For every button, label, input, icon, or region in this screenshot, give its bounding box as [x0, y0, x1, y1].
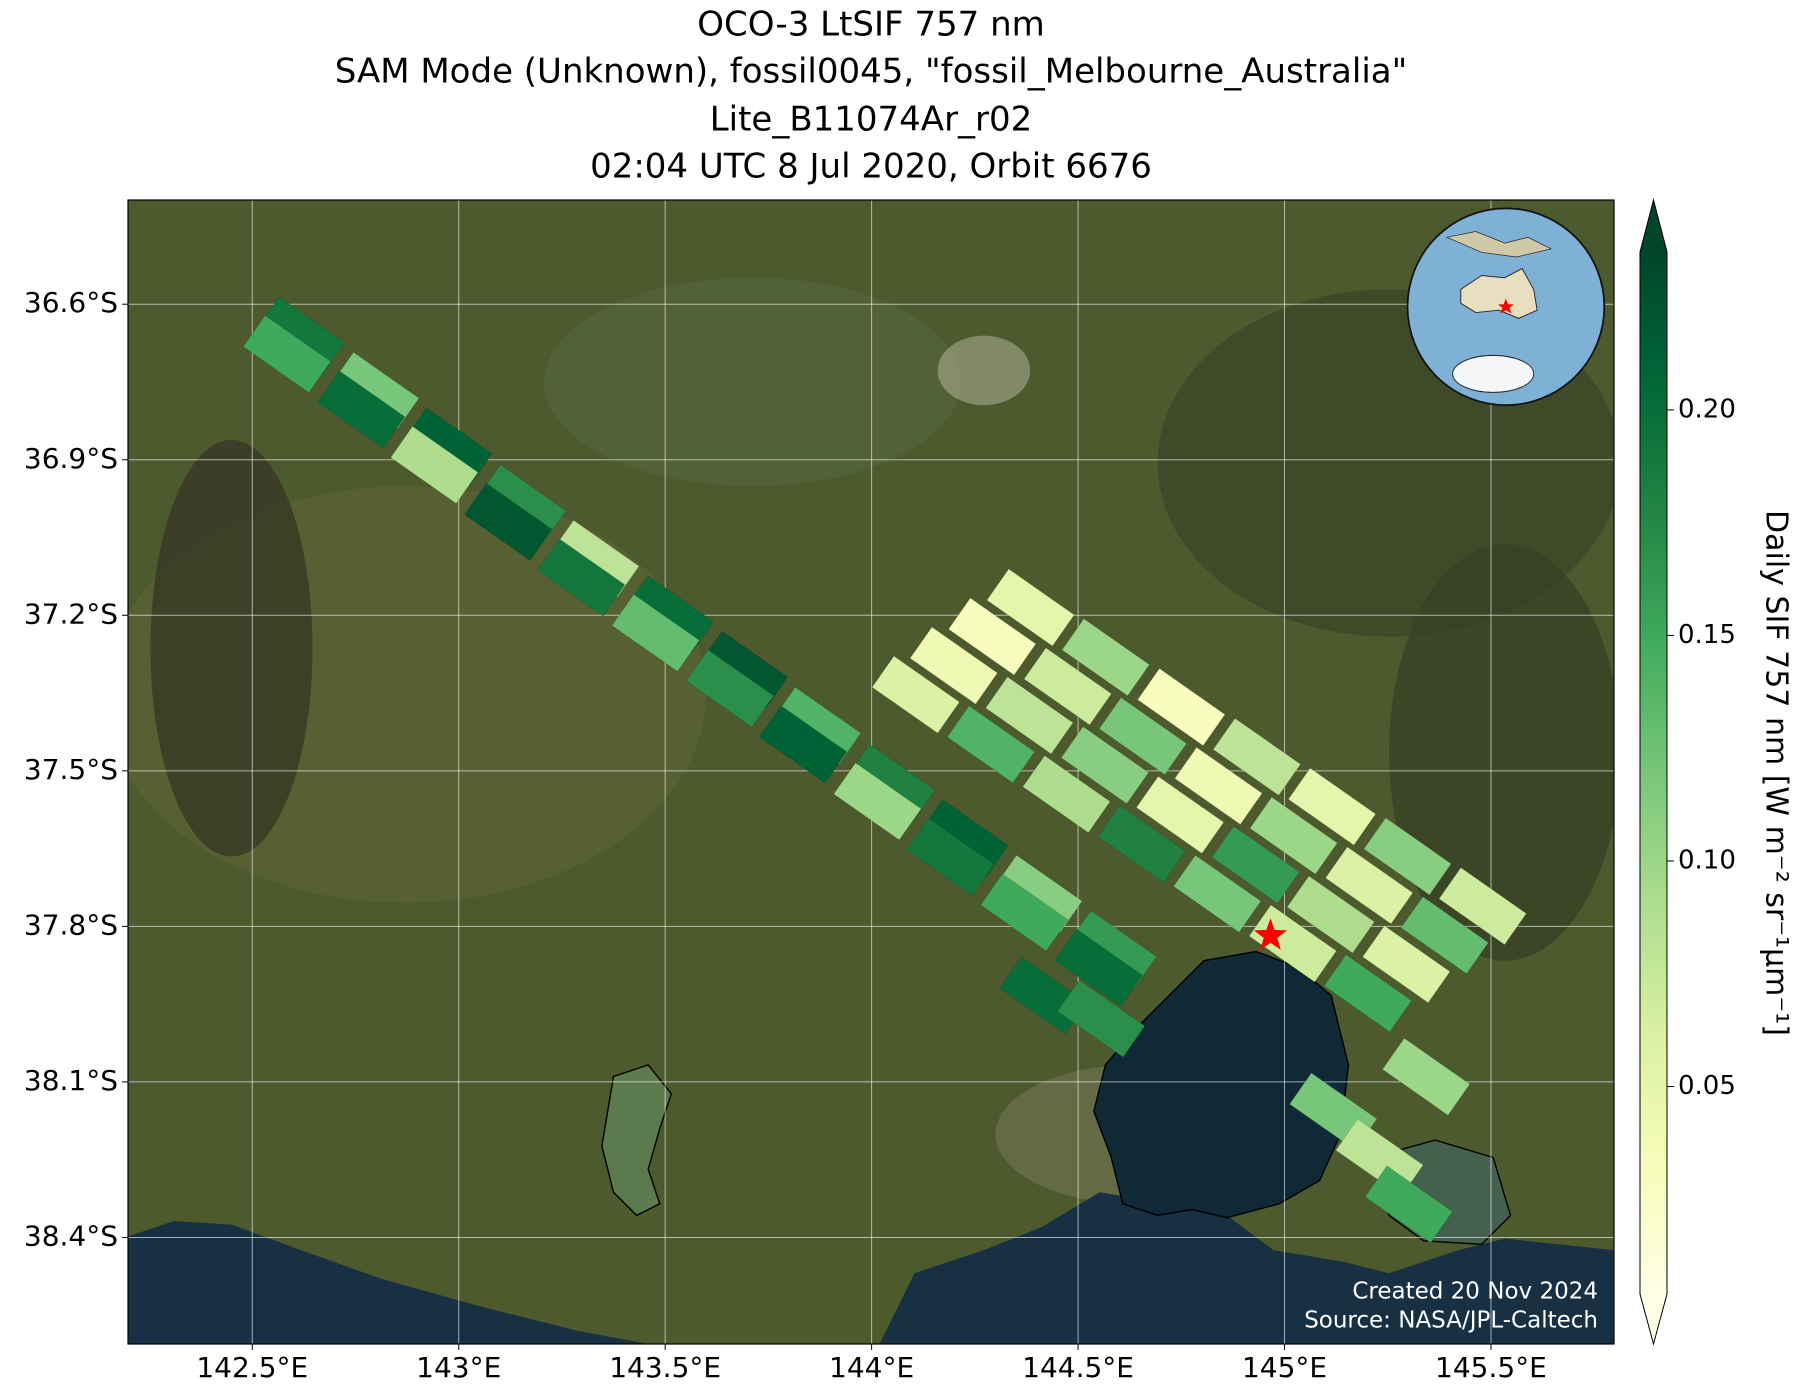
x-tick-label: 144°E [829, 1351, 914, 1384]
swath [242, 296, 1527, 1244]
colorbar-tick-label: 0.10 [1678, 845, 1736, 875]
credit: Source: NASA/JPL-Caltech [1304, 1308, 1598, 1334]
colorbar-label: Daily SIF 757 nm [W m⁻² sr⁻¹μm⁻¹] [1759, 510, 1794, 1036]
x-tick-label: 143.5°E [609, 1351, 721, 1384]
title-line: SAM Mode (Unknown), fossil0045, "fossil_… [335, 52, 1408, 92]
x-tick-label: 142.5°E [196, 1351, 308, 1384]
sounding [1137, 668, 1226, 746]
map-frame [127, 199, 1615, 1345]
credit: Created 20 Nov 2024 [1352, 1279, 1598, 1305]
sounding [871, 655, 960, 734]
target-layer [1253, 918, 1288, 950]
sounding [1364, 1165, 1453, 1244]
sounding [685, 649, 775, 728]
y-tick-label: 38.1°S [24, 1064, 118, 1097]
title-line: OCO-3 LtSIF 757 nm [697, 5, 1045, 45]
colorbar-tick-label: 0.20 [1678, 394, 1736, 424]
sounding [1382, 1037, 1471, 1116]
colorbar-extend [1640, 200, 1667, 252]
x-tick-label: 145.5°E [1435, 1351, 1547, 1384]
sounding [242, 315, 332, 393]
sounding [464, 483, 553, 561]
sounding [1098, 697, 1187, 776]
colorbar [1640, 252, 1667, 1294]
sounding [1362, 925, 1451, 1004]
sounding [1212, 717, 1301, 796]
sounding [1060, 726, 1149, 805]
sounding [537, 538, 626, 617]
sounding [1057, 979, 1146, 1058]
colorbar-extend [1640, 1294, 1667, 1344]
sounding [1287, 767, 1377, 846]
x-tick-label: 144.5°E [1022, 1351, 1134, 1384]
sounding [1061, 618, 1150, 697]
sounding [948, 597, 1037, 676]
colorbar-tick-label: 0.05 [1678, 1071, 1736, 1101]
sounding [909, 626, 998, 705]
sounding [833, 762, 922, 841]
sounding [946, 705, 1036, 784]
target-star [1253, 918, 1288, 950]
sounding [1174, 746, 1263, 825]
sounding [1438, 867, 1527, 946]
sounding [611, 593, 700, 672]
title-line: Lite_B11074Ar_r02 [710, 100, 1033, 140]
sounding [1249, 796, 1338, 875]
sounding [1325, 846, 1414, 925]
inset-globe [1406, 207, 1606, 406]
sounding [1173, 854, 1262, 933]
sounding [317, 370, 406, 449]
y-tick-label: 37.5°S [24, 753, 118, 786]
title-line: 02:04 UTC 8 Jul 2020, Orbit 6676 [590, 147, 1152, 187]
sounding [1363, 817, 1452, 896]
y-tick-label: 37.2°S [24, 597, 118, 630]
sounding [390, 426, 479, 504]
sounding [1286, 875, 1375, 954]
sounding [906, 817, 995, 896]
map-background [128, 200, 1614, 1344]
sounding [1400, 896, 1489, 975]
sounding [980, 873, 1069, 952]
sounding [1023, 647, 1112, 726]
y-tick-label: 38.4°S [24, 1219, 118, 1252]
y-tick-label: 37.8°S [24, 908, 118, 941]
y-tick-label: 36.9°S [24, 442, 118, 475]
sounding [986, 568, 1075, 647]
sounding [1323, 954, 1412, 1033]
sounding [758, 705, 848, 784]
x-tick-label: 143°E [416, 1351, 501, 1384]
colorbar-frame [1639, 198, 1668, 1346]
y-tick-label: 36.6°S [24, 286, 118, 319]
x-tick-label: 145°E [1242, 1351, 1327, 1384]
sounding [1135, 775, 1225, 854]
sounding [1054, 928, 1143, 1007]
colorbar-tick-label: 0.15 [1678, 620, 1736, 650]
sounding [1022, 755, 1111, 834]
sounding [1211, 825, 1300, 904]
sounding [1097, 805, 1186, 883]
sounding [985, 676, 1074, 755]
